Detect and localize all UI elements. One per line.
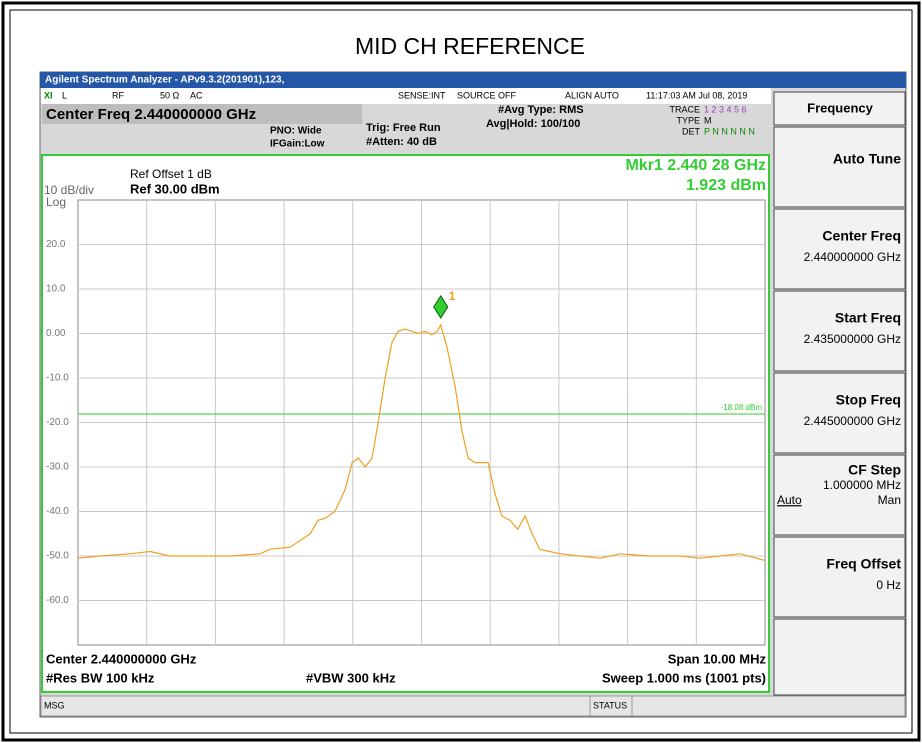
vbw: #VBW 300 kHz	[306, 670, 396, 685]
menu-header	[773, 91, 906, 126]
rbw: #Res BW 100 kHz	[46, 670, 155, 685]
softkey-auto[interactable]: Auto	[777, 493, 802, 507]
center-freq-box	[42, 104, 362, 124]
marker-readout-y: 1.923 dBm	[686, 177, 766, 194]
y-tick-label: 20.0	[46, 239, 66, 250]
softkey-label[interactable]: Stop Freq	[836, 392, 901, 408]
status-item: ALIGN AUTO	[565, 90, 619, 100]
y-tick-label: -60.0	[46, 595, 69, 606]
softkey[interactable]	[773, 290, 906, 372]
softkey-value[interactable]: 2.445000000 GHz	[804, 414, 901, 428]
y-tick-label: -40.0	[46, 506, 69, 517]
title-bar	[40, 72, 906, 88]
page-title: MID CH REFERENCE	[355, 33, 585, 59]
softkey[interactable]	[773, 208, 906, 290]
status-item: 11:17:03 AM Jul 08, 2019	[646, 90, 747, 100]
center-freq: Center Freq 2.440000000 GHz	[46, 106, 256, 123]
softkey[interactable]	[773, 126, 906, 208]
trig: Trig: Free Run	[366, 122, 441, 134]
y-tick-label: -30.0	[46, 462, 69, 473]
msg: MSG	[44, 700, 65, 710]
center: Center 2.440000000 GHz	[46, 651, 197, 666]
det-val: P N N N N N	[704, 126, 755, 136]
softkey-label[interactable]: Auto Tune	[833, 151, 901, 167]
softkey[interactable]	[773, 536, 906, 618]
marker-label: 1	[449, 289, 456, 303]
softkey-man[interactable]: Man	[878, 493, 901, 507]
softkey-value[interactable]: 0 Hz	[876, 578, 901, 592]
status-item: SENSE:INT	[398, 90, 446, 100]
menu-title: Frequency	[807, 100, 874, 115]
softkey[interactable]	[773, 454, 906, 536]
status-item: 50 Ω	[160, 90, 180, 100]
window-title: Agilent Spectrum Analyzer - APv9.3.2(201…	[45, 75, 285, 86]
marker	[433, 295, 449, 319]
avg-type: #Avg Type: RMS	[498, 104, 584, 116]
status-label: STATUS	[593, 700, 627, 710]
marker-readout-x: Mkr1 2.440 28 GHz	[625, 157, 766, 174]
softkey-value[interactable]: 1.000000 MHz	[823, 478, 901, 492]
status-row	[41, 88, 771, 104]
softkey-label[interactable]: Start Freq	[835, 310, 901, 326]
det-label: DET	[682, 126, 701, 136]
atten: #Atten: 40 dB	[366, 136, 437, 148]
type-val: M	[704, 115, 712, 125]
y-tick-label: -50.0	[46, 551, 69, 562]
softkey-value[interactable]: 2.440000000 GHz	[804, 250, 901, 264]
softkey-value[interactable]: 2.435000000 GHz	[804, 332, 901, 346]
ifgain: IFGain:Low	[270, 139, 325, 150]
message-bar	[40, 695, 906, 717]
inner-frame	[9, 9, 913, 734]
scale-type: Log	[46, 195, 66, 209]
trace-label: TRACE	[669, 104, 700, 114]
trace	[77, 323, 766, 562]
status-item: SOURCE OFF	[457, 90, 517, 100]
softkey[interactable]	[773, 618, 906, 696]
y-tick-label: -20.0	[46, 417, 69, 428]
softkey-label[interactable]: Freq Offset	[826, 556, 901, 572]
softkey[interactable]	[773, 372, 906, 454]
span: Span 10.00 MHz	[668, 651, 767, 666]
avg-hold: Avg|Hold: 100/100	[486, 118, 580, 130]
status-item: RF	[112, 90, 124, 100]
sweep: Sweep 1.000 ms (1001 pts)	[602, 670, 766, 685]
pno: PNO: Wide	[270, 126, 322, 137]
ref-level: Ref 30.00 dBm	[130, 181, 220, 196]
softkey-label[interactable]: CF Step	[848, 462, 901, 478]
status-item: L	[62, 90, 67, 100]
softkey-label[interactable]: Center Freq	[822, 228, 901, 244]
display-line-label: -18.08 dBm	[721, 403, 763, 412]
y-tick-label: 0.00	[46, 328, 66, 339]
type-label: TYPE	[676, 115, 700, 125]
y-tick-label: 10.0	[46, 284, 66, 295]
trace-nums: 1 2 3 4 5 6	[704, 104, 747, 114]
ref-offset: Ref Offset 1 dB	[130, 167, 212, 181]
scale: 10 dB/div	[44, 183, 94, 197]
y-tick-label: -10.0	[46, 373, 69, 384]
status-icon: XI	[44, 90, 53, 100]
status-item: AC	[190, 90, 203, 100]
